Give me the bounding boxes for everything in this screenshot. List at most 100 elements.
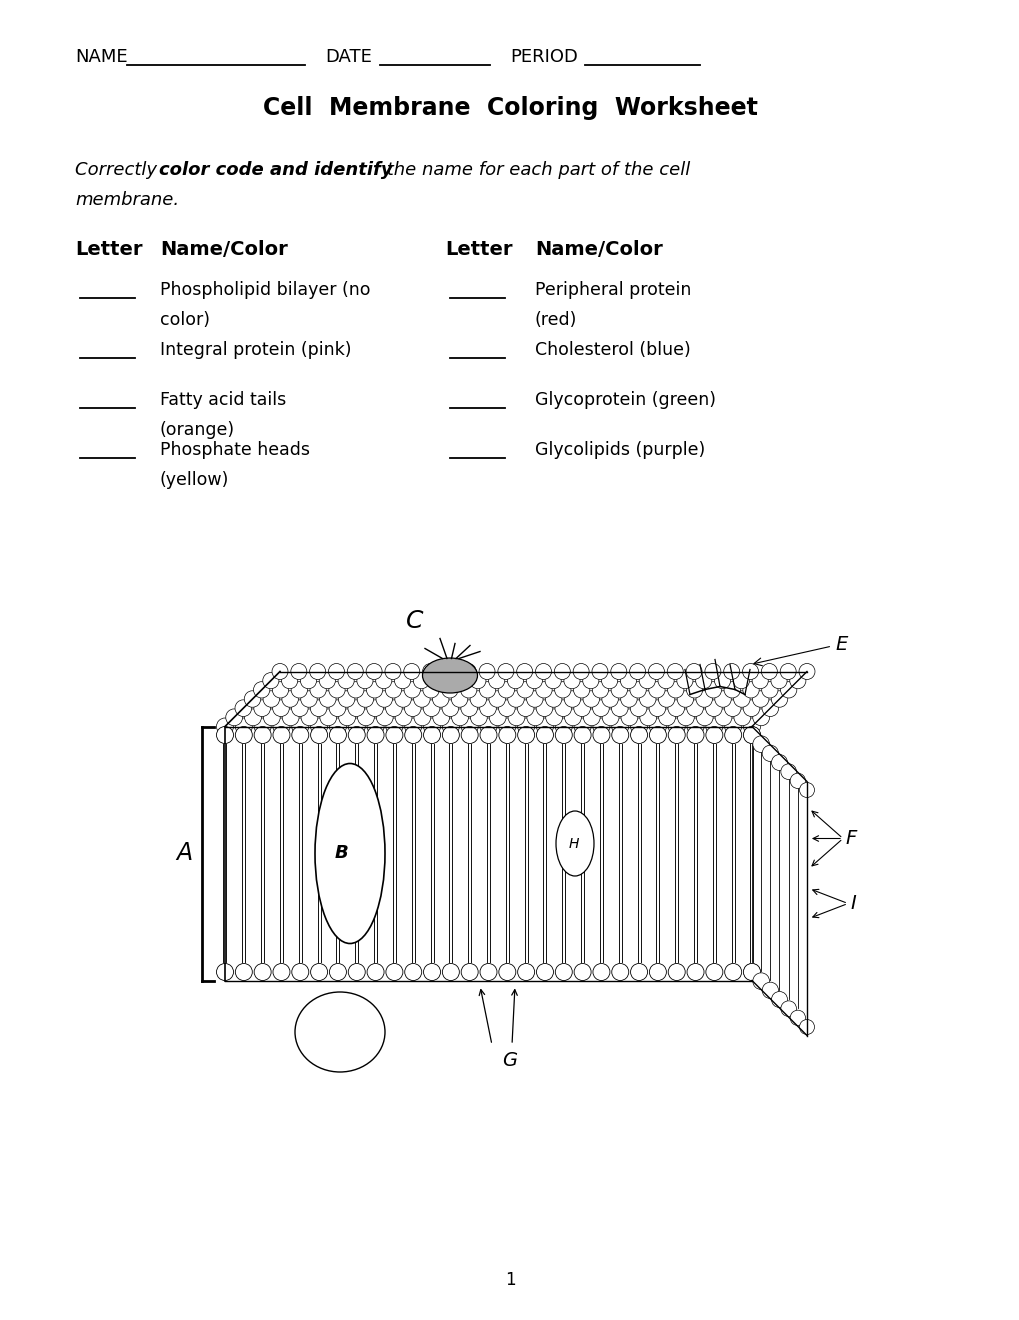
Circle shape — [790, 774, 805, 788]
Circle shape — [405, 964, 421, 981]
Circle shape — [667, 700, 684, 717]
Circle shape — [536, 718, 553, 735]
Circle shape — [497, 664, 514, 680]
Circle shape — [574, 700, 590, 717]
Circle shape — [536, 700, 552, 717]
Text: Integral protein (pink): Integral protein (pink) — [160, 341, 352, 359]
Circle shape — [432, 690, 448, 708]
Text: Correctly: Correctly — [75, 161, 163, 180]
Circle shape — [301, 673, 316, 689]
Circle shape — [281, 690, 299, 708]
Circle shape — [319, 673, 335, 689]
Circle shape — [357, 709, 374, 726]
Circle shape — [254, 681, 270, 698]
Circle shape — [347, 718, 365, 735]
Circle shape — [639, 709, 656, 726]
Circle shape — [770, 991, 787, 1007]
Circle shape — [553, 664, 570, 680]
Circle shape — [723, 726, 741, 743]
Circle shape — [461, 718, 478, 735]
Circle shape — [290, 664, 307, 680]
Circle shape — [621, 709, 637, 726]
Circle shape — [666, 664, 683, 680]
Circle shape — [761, 681, 777, 698]
Circle shape — [695, 690, 711, 708]
Circle shape — [677, 673, 692, 689]
Circle shape — [798, 664, 814, 680]
Circle shape — [291, 964, 309, 981]
Circle shape — [366, 664, 382, 680]
Circle shape — [704, 681, 720, 698]
Circle shape — [329, 726, 346, 743]
Circle shape — [301, 690, 317, 708]
Circle shape — [790, 1010, 805, 1026]
Circle shape — [666, 681, 683, 698]
Circle shape — [488, 673, 504, 689]
Circle shape — [517, 700, 534, 717]
Circle shape — [394, 690, 411, 708]
Circle shape — [442, 964, 459, 981]
Circle shape — [743, 718, 760, 735]
Circle shape — [507, 709, 525, 726]
Circle shape — [751, 673, 767, 689]
Circle shape — [311, 726, 327, 743]
Circle shape — [743, 964, 760, 981]
Circle shape — [423, 681, 439, 698]
Circle shape — [611, 726, 628, 743]
Circle shape — [310, 664, 325, 680]
Circle shape — [376, 709, 392, 726]
Circle shape — [480, 964, 496, 981]
Circle shape — [497, 681, 514, 698]
Circle shape — [517, 964, 534, 981]
Circle shape — [404, 681, 420, 698]
Circle shape — [667, 726, 685, 743]
Circle shape — [611, 964, 628, 981]
Circle shape — [535, 664, 551, 680]
Circle shape — [216, 726, 233, 743]
Circle shape — [620, 673, 636, 689]
Circle shape — [254, 718, 271, 735]
Circle shape — [254, 964, 271, 981]
Circle shape — [328, 664, 344, 680]
Circle shape — [498, 726, 516, 743]
Text: Peripheral protein: Peripheral protein — [535, 281, 691, 300]
Circle shape — [723, 664, 739, 680]
Circle shape — [329, 964, 346, 981]
Circle shape — [385, 718, 403, 735]
Circle shape — [734, 709, 750, 726]
Circle shape — [687, 964, 703, 981]
Circle shape — [789, 673, 805, 689]
Circle shape — [648, 700, 665, 717]
Circle shape — [367, 718, 384, 735]
Circle shape — [432, 673, 448, 689]
Circle shape — [592, 726, 609, 743]
Circle shape — [687, 718, 703, 735]
Circle shape — [470, 673, 485, 689]
Circle shape — [544, 673, 560, 689]
Circle shape — [667, 964, 685, 981]
Circle shape — [451, 709, 468, 726]
Circle shape — [273, 726, 289, 743]
Text: color code and identify: color code and identify — [159, 161, 392, 180]
Circle shape — [329, 718, 346, 735]
Circle shape — [470, 690, 486, 708]
Text: Glycoprotein (green): Glycoprotein (green) — [535, 391, 715, 409]
Circle shape — [394, 709, 412, 726]
Circle shape — [723, 718, 741, 735]
Circle shape — [536, 726, 553, 743]
Circle shape — [752, 690, 768, 708]
Circle shape — [657, 673, 674, 689]
Circle shape — [610, 664, 626, 680]
Circle shape — [714, 709, 732, 726]
Circle shape — [723, 681, 740, 698]
Ellipse shape — [422, 657, 477, 693]
Text: Cholesterol (blue): Cholesterol (blue) — [535, 341, 690, 359]
Circle shape — [507, 690, 524, 708]
Circle shape — [743, 726, 760, 743]
Circle shape — [554, 700, 571, 717]
Circle shape — [780, 664, 796, 680]
Circle shape — [583, 690, 599, 708]
Circle shape — [225, 709, 243, 726]
Text: Letter: Letter — [75, 240, 143, 259]
Text: Letter: Letter — [444, 240, 512, 259]
